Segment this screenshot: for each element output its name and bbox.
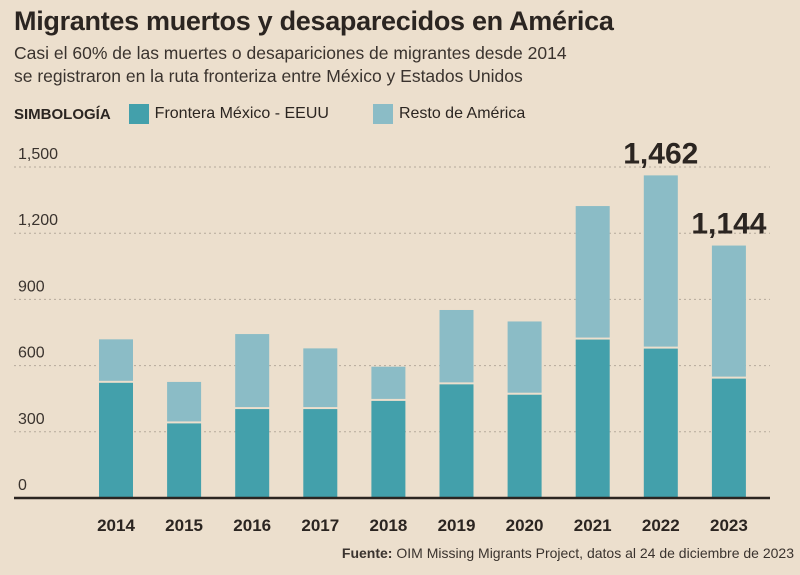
legend-item-frontera: Frontera México - EEUU: [128, 104, 329, 124]
bar-resto-2016: [235, 334, 270, 408]
x-tick-label: 2022: [642, 516, 680, 535]
x-tick-label: 2021: [574, 516, 612, 535]
legend-item-resto: Resto de América: [372, 104, 526, 124]
bar-frontera-2019: [439, 384, 474, 498]
y-tick-label: 1,500: [18, 146, 58, 163]
legend-label-resto: Resto de América: [398, 105, 526, 122]
y-tick-label: 900: [18, 278, 45, 295]
bar-resto-2014: [99, 339, 133, 381]
chart-subtitle: Casi el 60% de las muertes o desaparicio…: [14, 42, 567, 88]
bar-resto-2022: [643, 175, 678, 347]
bar-frontera-2014: [99, 382, 133, 498]
legend: SIMBOLOGÍA Frontera México - EEUU Resto …: [14, 104, 569, 124]
bar-frontera-2022: [643, 348, 678, 498]
source-text: OIM Missing Migrants Project, datos al 2…: [396, 545, 794, 561]
legend-title: SIMBOLOGÍA: [14, 105, 111, 123]
bar-frontera-2021: [575, 339, 610, 498]
x-tick-label: 2015: [165, 516, 203, 535]
y-tick-label: 300: [18, 411, 45, 428]
bar-frontera-2017: [303, 409, 338, 498]
bar-frontera-2016: [235, 409, 270, 498]
legend-swatch-frontera: [128, 104, 149, 124]
bar-resto-2023: [711, 245, 746, 377]
y-tick-label: 1,200: [18, 212, 58, 229]
total-label-2022: 1,462: [623, 137, 698, 170]
x-tick-label: 2014: [97, 516, 135, 535]
x-tick-label: 2016: [233, 516, 271, 535]
bar-frontera-2023: [711, 378, 746, 498]
x-tick-label: 2020: [506, 516, 544, 535]
bar-resto-2015: [167, 381, 202, 422]
legend-label-frontera: Frontera México - EEUU: [154, 105, 329, 122]
bar-resto-2019: [439, 309, 474, 383]
source-note: Fuente: OIM Missing Migrants Project, da…: [342, 545, 794, 561]
chart-title: Migrantes muertos y desaparecidos en Amé…: [14, 6, 614, 36]
subtitle-line-1: Casi el 60% de las muertes o desaparicio…: [14, 43, 567, 63]
y-tick-label: 600: [18, 345, 45, 362]
total-label-2023: 1,144: [691, 208, 766, 241]
bar-resto-2017: [303, 348, 338, 408]
x-tick-label: 2018: [369, 516, 407, 535]
bar-frontera-2020: [507, 394, 542, 498]
bar-frontera-2018: [371, 400, 406, 498]
bar-resto-2018: [371, 366, 406, 399]
legend-swatch-resto: [372, 104, 393, 124]
source-label: Fuente:: [341, 545, 393, 561]
x-tick-label: 2023: [710, 516, 748, 535]
subtitle-line-2: se registraron en la ruta fronteriza ent…: [14, 66, 523, 86]
y-tick-label: 0: [18, 477, 27, 494]
bar-resto-2021: [575, 206, 610, 338]
bar-frontera-2015: [167, 423, 202, 498]
x-tick-label: 2019: [438, 516, 476, 535]
x-tick-label: 2017: [301, 516, 339, 535]
bar-resto-2020: [507, 321, 542, 393]
